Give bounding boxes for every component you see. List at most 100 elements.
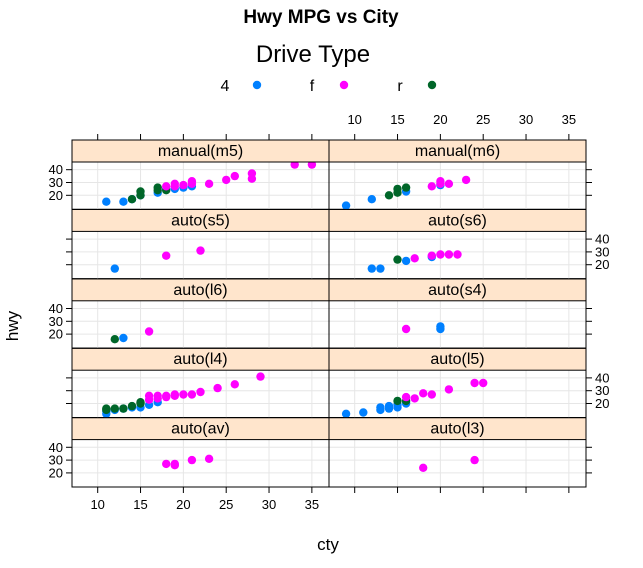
data-point	[384, 401, 394, 411]
panels: auto(av) auto(l3) auto(l4) auto(l5) auto(l6)…	[71, 139, 587, 488]
legend-label: r	[397, 78, 403, 95]
data-point	[162, 251, 171, 260]
axes: 1010151520202525303035352030402030402030…	[49, 112, 610, 512]
legend-marker	[427, 80, 437, 90]
y-tick-label: 40	[595, 232, 609, 247]
data-point	[470, 378, 479, 388]
data-point	[127, 401, 137, 411]
data-point	[204, 179, 214, 188]
y-tick-label: 40	[595, 370, 609, 385]
data-point	[341, 409, 351, 418]
data-point	[410, 394, 419, 403]
data-point	[419, 389, 428, 398]
panel: auto(l6)	[71, 278, 330, 349]
data-point	[187, 390, 197, 399]
data-point	[196, 387, 205, 397]
y-tick-label: 20	[49, 327, 63, 342]
data-point	[230, 171, 239, 181]
panel-strip-label: auto(l4)	[173, 351, 227, 368]
data-point	[367, 264, 376, 273]
data-point	[427, 390, 436, 399]
data-point	[444, 250, 454, 259]
y-tick-label: 20	[49, 188, 63, 203]
panel: manual(m6)	[328, 139, 587, 210]
data-point	[461, 175, 471, 185]
data-point	[136, 398, 145, 407]
panel: manual(m5)	[71, 139, 330, 210]
data-point	[401, 324, 411, 334]
data-point	[401, 392, 411, 402]
panel: auto(av)	[71, 417, 330, 488]
y-axis-label: hwy	[3, 310, 22, 341]
data-point	[247, 169, 257, 178]
data-point	[162, 459, 171, 469]
y-tick-label: 40	[49, 301, 63, 316]
data-point	[119, 333, 128, 343]
x-tick-label: 30	[519, 112, 533, 127]
panel: auto(s6)	[328, 208, 587, 280]
panel: auto(l3)	[328, 417, 587, 488]
panel-strip-label: auto(av)	[171, 421, 230, 438]
data-point	[393, 255, 402, 264]
panel-strip-label: auto(s6)	[428, 212, 487, 229]
data-point	[384, 191, 394, 200]
y-tick-label: 20	[49, 465, 63, 480]
data-point	[393, 396, 402, 406]
y-tick-label: 30	[595, 244, 609, 259]
data-point	[222, 175, 231, 185]
data-point	[170, 179, 179, 188]
data-point	[170, 459, 179, 469]
x-tick-label: 25	[476, 112, 490, 127]
data-point	[341, 201, 351, 210]
legend-label: 4	[221, 78, 230, 95]
y-tick-label: 40	[49, 162, 63, 177]
data-point	[479, 378, 488, 388]
data-point	[102, 404, 111, 413]
data-point	[444, 179, 454, 188]
data-point	[427, 182, 436, 191]
data-point	[153, 391, 162, 400]
data-point	[401, 256, 411, 266]
data-point	[453, 250, 462, 259]
panel-strip-label: auto(s5)	[171, 212, 230, 229]
data-point	[436, 250, 445, 259]
data-point	[376, 264, 385, 273]
chart-title: Hwy MPG vs City	[243, 7, 399, 28]
y-tick-label: 30	[49, 314, 63, 329]
panel: auto(l5)	[328, 347, 587, 419]
panel: auto(s5)	[71, 208, 330, 280]
panel-strip-label: auto(l5)	[430, 351, 484, 368]
panel: auto(l4)	[71, 347, 330, 419]
y-tick-label: 40	[49, 440, 63, 455]
x-tick-label: 10	[347, 112, 361, 127]
x-tick-label: 10	[90, 497, 104, 512]
panel-strip-label: manual(m6)	[415, 143, 500, 160]
data-point	[110, 264, 120, 273]
x-axis-label: cty	[317, 535, 339, 554]
x-tick-label: 15	[133, 497, 147, 512]
x-tick-label: 20	[176, 497, 190, 512]
data-point	[213, 383, 222, 393]
y-tick-label: 20	[595, 257, 609, 272]
data-point	[204, 454, 214, 463]
data-point	[419, 463, 428, 472]
data-point	[187, 177, 197, 186]
data-point	[162, 391, 171, 400]
data-point	[401, 183, 411, 192]
data-point	[179, 180, 188, 190]
data-point	[393, 184, 402, 194]
data-point	[170, 390, 179, 399]
data-point	[470, 455, 479, 465]
x-tick-label: 20	[433, 112, 447, 127]
data-point	[110, 335, 120, 344]
data-point	[196, 246, 205, 255]
y-tick-label: 30	[49, 175, 63, 190]
legend-title: Drive Type	[256, 41, 370, 68]
legend: 4 f r	[221, 78, 437, 95]
data-point	[144, 391, 154, 400]
data-point	[230, 380, 239, 389]
data-point	[376, 403, 385, 412]
panel-frame	[328, 139, 587, 210]
y-tick-label: 30	[595, 383, 609, 398]
